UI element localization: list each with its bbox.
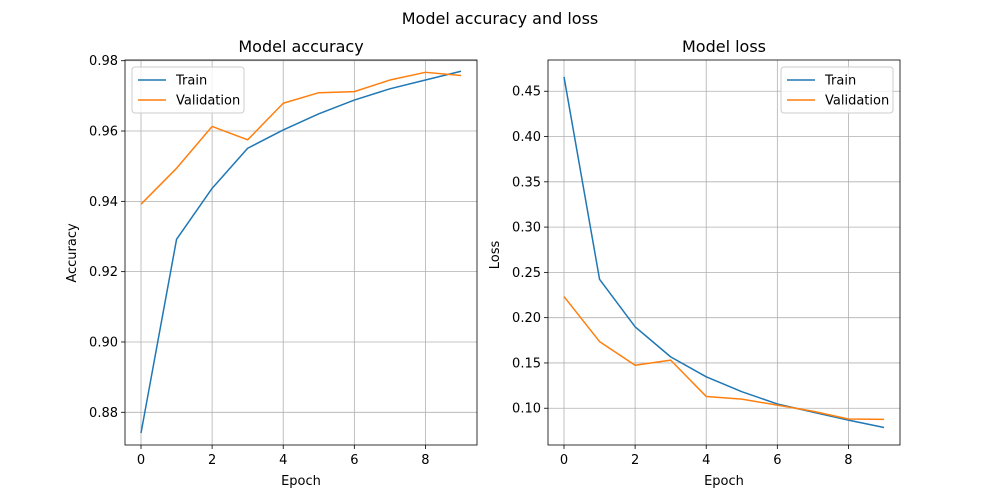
loss-series-line-train: [563, 76, 885, 429]
loss-x-tick-label: 6: [773, 453, 781, 468]
loss-y-tick-label: 0.20: [512, 311, 541, 326]
accuracy-subplot: Model accuracy Epoch Accuracy 0 2 4 6 8 0.88 0…: [65, 37, 478, 489]
loss-y-tick-label: 0.15: [512, 356, 541, 371]
accuracy-x-tick-label: 8: [421, 453, 429, 468]
accuracy-x-tick-label: 0: [137, 453, 145, 468]
accuracy-y-tick-label: 0.92: [89, 265, 118, 280]
loss-x-axis-label: Epoch: [704, 474, 744, 489]
accuracy-legend-box: [131, 66, 245, 114]
accuracy-y-tick-label: 0.88: [89, 406, 118, 421]
loss-x-tick-label: 0: [560, 453, 568, 468]
accuracy-x-tick-label: 6: [350, 453, 358, 468]
loss-y-tick-label: 0.30: [512, 221, 541, 236]
accuracy-y-axis-label: Accuracy: [65, 223, 80, 283]
accuracy-legend-label-train: Train: [175, 74, 207, 89]
loss-chart-title: Model loss: [682, 37, 766, 56]
accuracy-x-axis-label: Epoch: [281, 474, 321, 489]
loss-y-axis-label: Loss: [488, 241, 503, 270]
loss-y-tick-label: 0.40: [512, 130, 541, 145]
accuracy-series-line-train: [140, 70, 462, 434]
accuracy-chart-title: Model accuracy: [238, 37, 363, 56]
loss-legend-label-validation: Validation: [825, 94, 889, 109]
loss-subplot: Model loss Epoch Loss 0 2 4 6 8 0.10 0.15 0.20 0…: [488, 37, 901, 489]
loss-y-tick-label: 0.10: [512, 402, 541, 417]
accuracy-y-tick-label: 0.98: [89, 54, 118, 69]
accuracy-series-line-validation: [140, 71, 462, 205]
accuracy-x-tick-label: 4: [279, 453, 287, 468]
accuracy-y-tick-label: 0.90: [89, 335, 118, 350]
loss-y-tick-label: 0.45: [512, 85, 541, 100]
loss-legend-label-train: Train: [824, 74, 856, 89]
loss-x-tick-label: 4: [702, 453, 710, 468]
loss-y-tick-label: 0.25: [512, 266, 541, 281]
figure-title: Model accuracy and loss: [402, 9, 599, 28]
loss-series-line-validation: [563, 296, 885, 421]
loss-x-tick-label: 8: [844, 453, 852, 468]
loss-y-tick-label: 0.35: [512, 175, 541, 190]
loss-axes-frame: [547, 59, 901, 446]
accuracy-x-tick-label: 2: [208, 453, 216, 468]
accuracy-y-tick-label: 0.94: [89, 195, 118, 210]
loss-legend-box: [780, 66, 894, 114]
accuracy-y-tick-label: 0.96: [89, 125, 118, 140]
accuracy-axes-frame: [124, 59, 478, 446]
accuracy-legend-label-validation: Validation: [176, 94, 240, 109]
loss-x-tick-label: 2: [631, 453, 639, 468]
